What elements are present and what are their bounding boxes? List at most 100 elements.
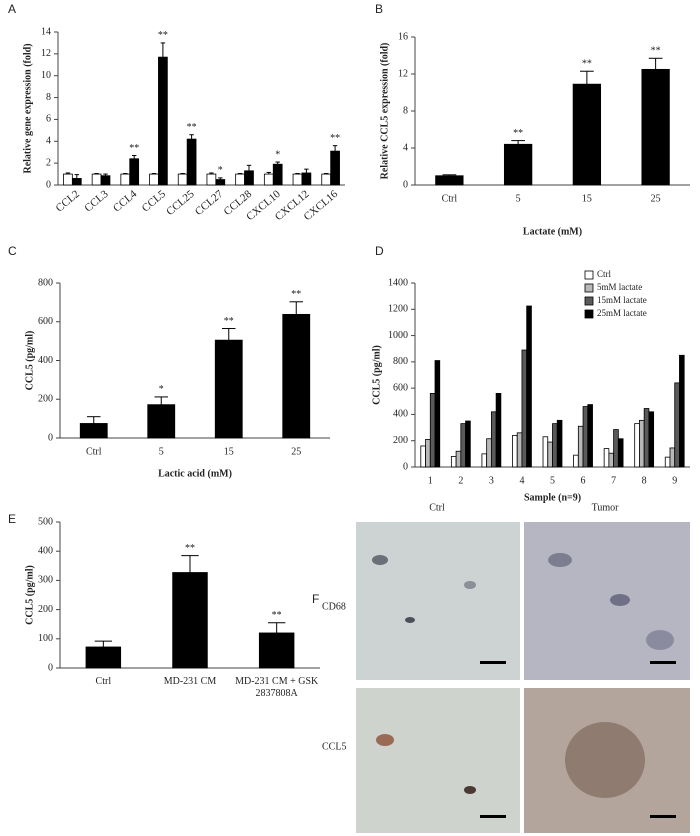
bar xyxy=(679,354,685,468)
bar xyxy=(547,441,553,468)
x-tick-label: CCL27 xyxy=(193,188,226,218)
x-tick-label: CCL2 xyxy=(54,188,82,214)
x-tick-label: 7 xyxy=(611,475,616,486)
column-label: Tumor xyxy=(592,502,620,513)
y-axis-label: CCL5 (pg/ml) xyxy=(24,331,35,391)
bar xyxy=(71,178,82,186)
x-tick-label: 5 xyxy=(159,446,164,457)
y-axis-label: Relative gene expression (fold) xyxy=(22,43,33,173)
bar xyxy=(577,425,584,468)
error-bar xyxy=(323,173,329,175)
column-label: Ctrl xyxy=(429,502,445,513)
bar xyxy=(582,406,589,468)
y-tick-label: 0 xyxy=(403,179,408,190)
micrographs xyxy=(356,522,690,833)
bar xyxy=(158,56,168,186)
x-tick-label: Ctrl xyxy=(95,676,112,687)
error-bar xyxy=(295,173,300,175)
bar xyxy=(573,454,579,468)
error-bar xyxy=(131,154,137,159)
bar xyxy=(669,447,676,468)
y-tick-label: 500 xyxy=(38,516,53,527)
bar xyxy=(486,438,492,468)
error-bar xyxy=(289,301,303,315)
y-tick-label: 200 xyxy=(393,435,408,446)
x-tick-label: 25 xyxy=(651,193,661,204)
legend-swatch xyxy=(584,296,594,306)
significance-label: ** xyxy=(187,122,197,133)
panel-label: F xyxy=(312,592,319,606)
error-bar xyxy=(65,172,71,175)
cell xyxy=(565,722,645,798)
bar xyxy=(235,173,245,186)
legend-label: 5mM lactate xyxy=(597,282,642,292)
cell xyxy=(376,734,394,746)
x-tick-label: 25 xyxy=(291,446,301,457)
bar xyxy=(617,438,624,468)
error-bar xyxy=(442,174,457,176)
x-tick-label: 1 xyxy=(428,475,433,486)
error-bar xyxy=(154,396,168,405)
bar xyxy=(272,163,283,186)
x-tick-label: MD-231 CM xyxy=(163,676,217,687)
bar xyxy=(292,173,303,186)
x-tick-label: Ctrl xyxy=(86,446,102,457)
y-tick-label: 16 xyxy=(398,31,408,42)
bar xyxy=(521,349,528,468)
bar xyxy=(330,150,340,186)
y-tick-label: 4 xyxy=(46,136,51,147)
significance-label: ** xyxy=(651,46,661,57)
y-tick-label: 600 xyxy=(393,382,408,393)
bar xyxy=(79,423,108,439)
bar xyxy=(587,404,593,468)
legend-swatch xyxy=(584,283,594,293)
y-tick-label: 800 xyxy=(38,277,53,288)
significance-label: ** xyxy=(513,128,523,139)
legend-label: 25mM lactate xyxy=(597,308,647,318)
bar xyxy=(215,179,226,186)
cell xyxy=(646,630,674,650)
significance-label: * xyxy=(275,149,280,160)
cell xyxy=(405,617,415,623)
significance-label: ** xyxy=(185,543,195,554)
scale-bar xyxy=(480,815,506,818)
bar xyxy=(643,408,650,468)
image xyxy=(524,522,690,680)
error-bar xyxy=(266,171,272,175)
error-bar xyxy=(181,555,199,573)
significance-label: * xyxy=(218,165,223,176)
bar xyxy=(120,173,131,186)
x-tick-label: 5 xyxy=(550,475,555,486)
y-tick-label: 800 xyxy=(393,356,408,367)
y-tick-label: 8 xyxy=(46,92,51,103)
error-bar xyxy=(123,173,128,175)
bar xyxy=(147,404,176,439)
bar xyxy=(63,173,73,186)
panel-label: B xyxy=(375,2,383,16)
x-axis-label: Sample (n=9) xyxy=(524,492,581,503)
row-label: CCL5 xyxy=(322,741,346,752)
y-tick-label: 0 xyxy=(403,461,408,472)
y-tick-label: 100 xyxy=(38,633,53,644)
error-bar xyxy=(160,42,166,58)
bar xyxy=(465,420,471,468)
x-tick-label: CCL4 xyxy=(111,188,140,215)
bar xyxy=(503,143,533,186)
error-bar xyxy=(237,173,243,175)
bar xyxy=(100,175,111,186)
bar xyxy=(129,158,140,186)
bar xyxy=(172,572,208,669)
y-tick-label: 14 xyxy=(41,26,51,37)
bar xyxy=(634,423,640,468)
bar xyxy=(206,173,217,186)
error-bar xyxy=(218,177,223,180)
y-axis-label: Relative CCL5 expression (fold) xyxy=(379,43,390,180)
bar xyxy=(321,173,332,186)
bar xyxy=(460,423,466,468)
bar xyxy=(664,456,671,468)
bar xyxy=(542,436,549,468)
significance-label: ** xyxy=(582,59,592,70)
bar xyxy=(516,432,523,468)
bar xyxy=(214,339,243,439)
cell xyxy=(464,581,476,589)
